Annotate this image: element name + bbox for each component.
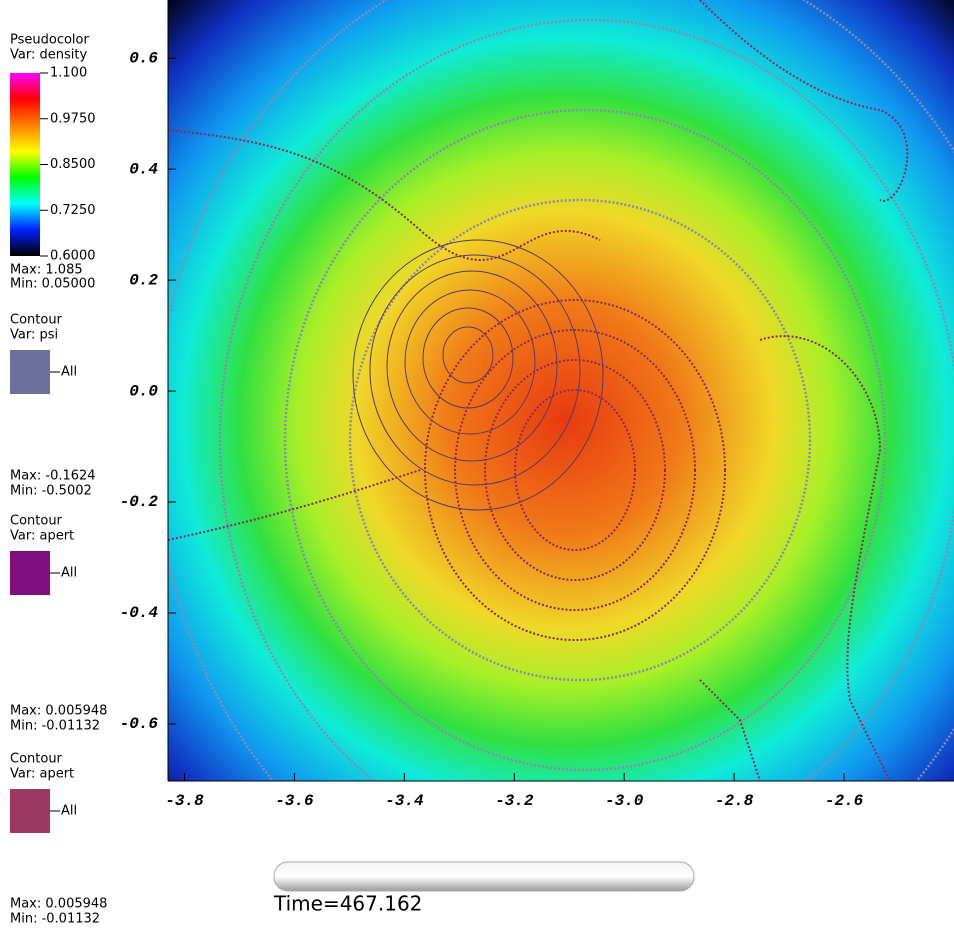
colorbar [10,73,40,256]
legend-label: All [61,365,77,380]
legend-max: Max: 0.005948 [10,704,107,719]
legend-max: Max: 0.005948 [10,897,107,912]
legend-max: Max: 1.085 [10,263,83,278]
y-tick-label: -0.6 [120,715,159,733]
y-tick-label: -0.4 [120,604,159,622]
legend-title: Contour [10,313,63,328]
legend-swatch [10,551,50,595]
legend-swatch [10,350,50,394]
legend-label: All [61,566,77,581]
colorbar-tick-label: 0.6000 [50,249,96,264]
colorbar-tick-label: 0.7250 [50,203,96,218]
legend-min: Min: 0.05000 [10,277,95,292]
legend-max: Max: -0.1624 [10,469,96,484]
x-tick-label: -2.6 [825,792,864,810]
apert-contours [352,239,604,511]
legend-var: Var: density [10,48,87,63]
plot-area [168,0,954,781]
legend-var: Var: apert [10,767,74,782]
legend-title: Pseudocolor [10,33,89,48]
x-tick-label: -2.8 [715,792,754,810]
y-tick-label: 0.2 [129,271,158,289]
time-label: Time=467.162 [273,892,422,916]
legend-label: All [61,804,77,819]
legend-min: Min: -0.01132 [10,719,100,734]
density-field [168,0,954,781]
legend-var: Var: apert [10,529,74,544]
x-tick-label: -3.8 [165,792,204,810]
y-tick-label: 0.6 [129,49,158,67]
legend-title: Contour [10,514,63,529]
colorbar-tick-label: 0.9750 [50,111,96,126]
y-tick-label: 0.4 [129,160,158,178]
x-tick-label: -3.6 [275,792,314,810]
apert-contours-2 [168,0,909,781]
colorbar-tick-label: 1.100 [50,66,87,81]
legend-var: Var: psi [10,328,58,343]
legend-min: Min: -0.01132 [10,912,100,927]
time-slider[interactable] [273,861,695,892]
y-tick-label: 0.0 [129,382,158,400]
x-tick-label: -3.4 [385,792,424,810]
x-tick-label: -3.2 [495,792,534,810]
legend-swatch [10,789,50,833]
x-tick-label: -3.0 [605,792,644,810]
y-tick-label: -0.2 [120,493,159,511]
colorbar-tick-label: 0.8500 [50,157,96,172]
legend-min: Min: -0.5002 [10,484,92,499]
psi-contours [168,0,954,781]
legend-title: Contour [10,752,63,767]
